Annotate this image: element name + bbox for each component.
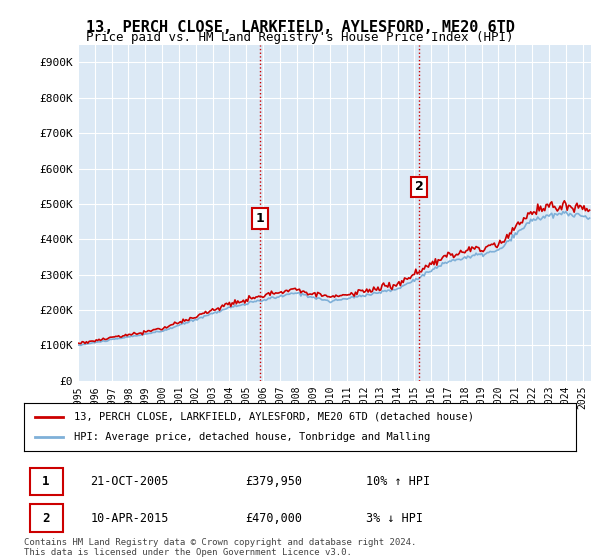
Text: 2: 2 — [415, 180, 424, 193]
Text: 13, PERCH CLOSE, LARKFIELD, AYLESFORD, ME20 6TD: 13, PERCH CLOSE, LARKFIELD, AYLESFORD, M… — [86, 20, 514, 35]
FancyBboxPatch shape — [29, 504, 62, 532]
Text: £379,950: £379,950 — [245, 475, 302, 488]
Text: 10-APR-2015: 10-APR-2015 — [90, 511, 169, 525]
Text: 3% ↓ HPI: 3% ↓ HPI — [366, 511, 423, 525]
FancyBboxPatch shape — [29, 468, 62, 496]
Text: 21-OCT-2005: 21-OCT-2005 — [90, 475, 169, 488]
Text: Contains HM Land Registry data © Crown copyright and database right 2024.
This d: Contains HM Land Registry data © Crown c… — [24, 538, 416, 557]
Text: 1: 1 — [255, 212, 264, 225]
Text: HPI: Average price, detached house, Tonbridge and Malling: HPI: Average price, detached house, Tonb… — [74, 432, 430, 442]
Text: 13, PERCH CLOSE, LARKFIELD, AYLESFORD, ME20 6TD (detached house): 13, PERCH CLOSE, LARKFIELD, AYLESFORD, M… — [74, 412, 473, 422]
Text: 10% ↑ HPI: 10% ↑ HPI — [366, 475, 430, 488]
Text: £470,000: £470,000 — [245, 511, 302, 525]
Text: 1: 1 — [43, 475, 50, 488]
Text: Price paid vs. HM Land Registry's House Price Index (HPI): Price paid vs. HM Land Registry's House … — [86, 31, 514, 44]
Text: 2: 2 — [43, 511, 50, 525]
